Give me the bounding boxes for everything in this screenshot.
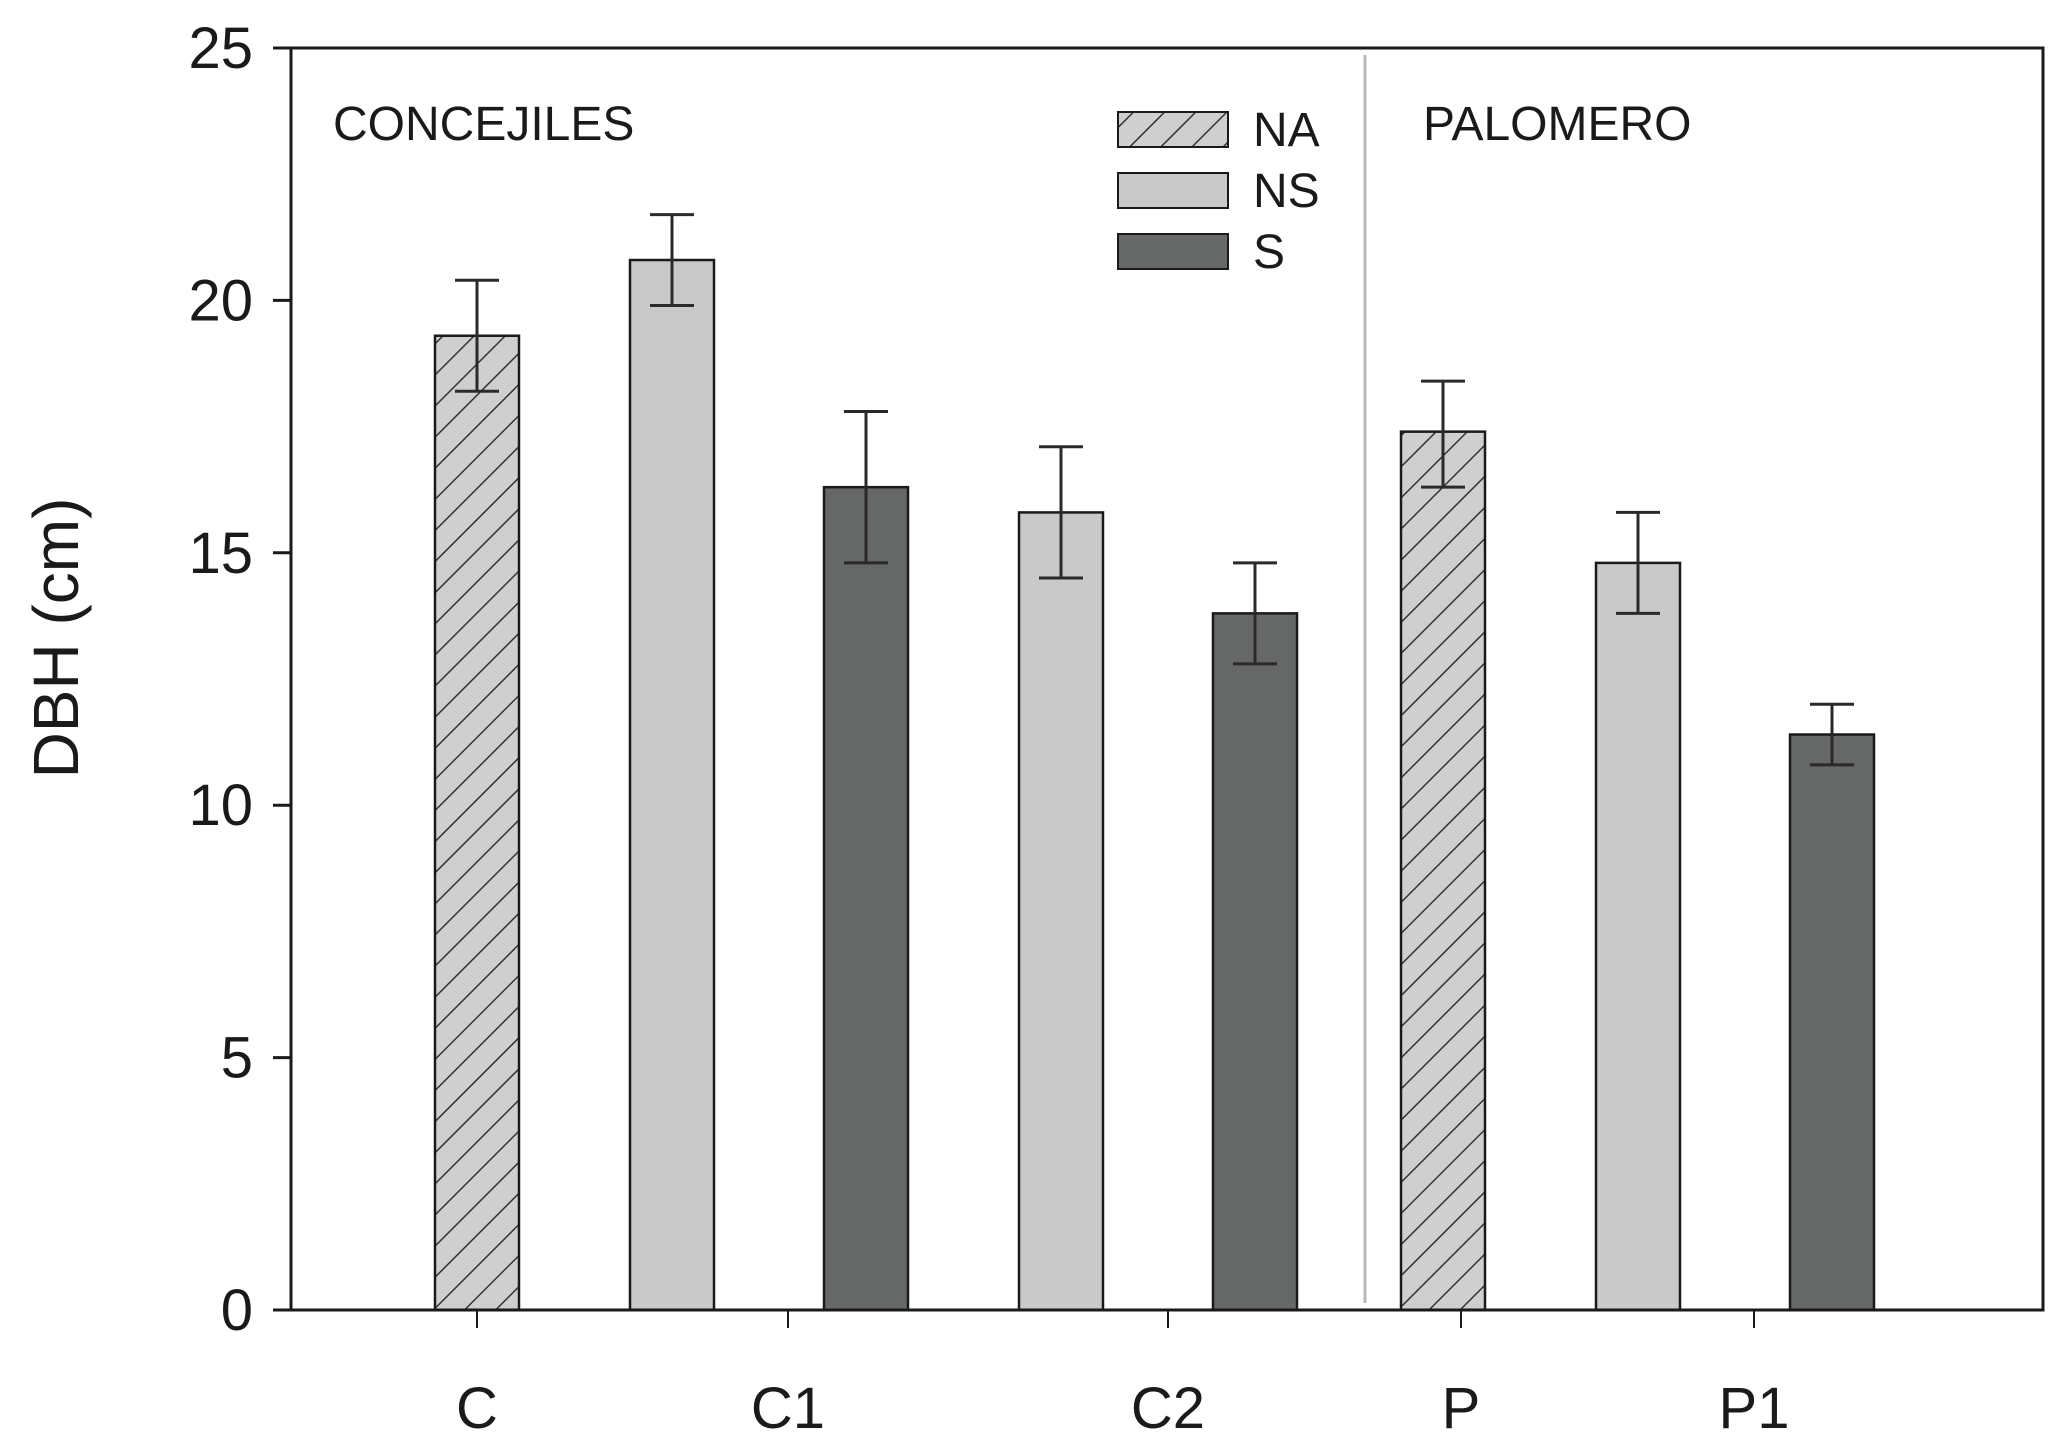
y-tick-label: 20 <box>188 268 253 333</box>
error-bar <box>650 213 694 307</box>
bar-ns <box>1594 561 1682 1312</box>
legend-swatch-na <box>1117 111 1229 148</box>
legend-label-s: S <box>1253 226 1285 279</box>
bar-s <box>1211 612 1299 1312</box>
legend-swatch-ns <box>1117 172 1229 209</box>
y-axis-label: DBH (cm) <box>20 498 92 779</box>
bar-s <box>822 485 910 1312</box>
error-bar <box>1233 561 1277 666</box>
y-tick-label: 0 <box>221 1278 253 1343</box>
x-tick-label-p: P <box>1442 1376 1481 1441</box>
legend-label-ns: NS <box>1253 165 1320 218</box>
site-label-palomero: PALOMERO <box>1423 98 1692 151</box>
error-bar <box>1039 445 1083 580</box>
bar-ns <box>1017 511 1105 1312</box>
x-tick-label-c: C <box>456 1376 498 1441</box>
error-bars <box>455 213 1854 767</box>
error-bar <box>1421 379 1465 489</box>
error-bar <box>844 409 888 565</box>
x-tick-label-p1: P1 <box>1719 1376 1790 1441</box>
error-bar <box>455 278 499 393</box>
y-tick-label: 5 <box>221 1026 253 1091</box>
legend-label-na: NA <box>1253 104 1320 157</box>
x-axis-ticks: C C1 C2 P P1 <box>456 1310 1789 1441</box>
error-bar <box>1616 510 1660 615</box>
site-label-concejiles: CONCEJILES <box>333 98 634 151</box>
error-bar <box>1810 702 1854 767</box>
bar-na <box>433 334 521 1312</box>
bar-series <box>433 258 1876 1312</box>
plot-frame <box>289 46 2045 1312</box>
bar-na <box>1399 430 1487 1312</box>
y-tick-label: 15 <box>188 521 253 586</box>
y-axis-ticks: 0 5 10 15 20 25 <box>188 16 291 1343</box>
legend-swatch-s <box>1117 233 1229 270</box>
x-tick-label-c1: C1 <box>751 1376 825 1441</box>
x-tick-label-c2: C2 <box>1131 1376 1205 1441</box>
bar-s <box>1788 733 1876 1312</box>
bar-ns <box>628 258 716 1312</box>
y-tick-label: 25 <box>188 16 253 81</box>
legend: NA NS S <box>1117 104 1320 279</box>
y-tick-label: 10 <box>188 773 253 838</box>
